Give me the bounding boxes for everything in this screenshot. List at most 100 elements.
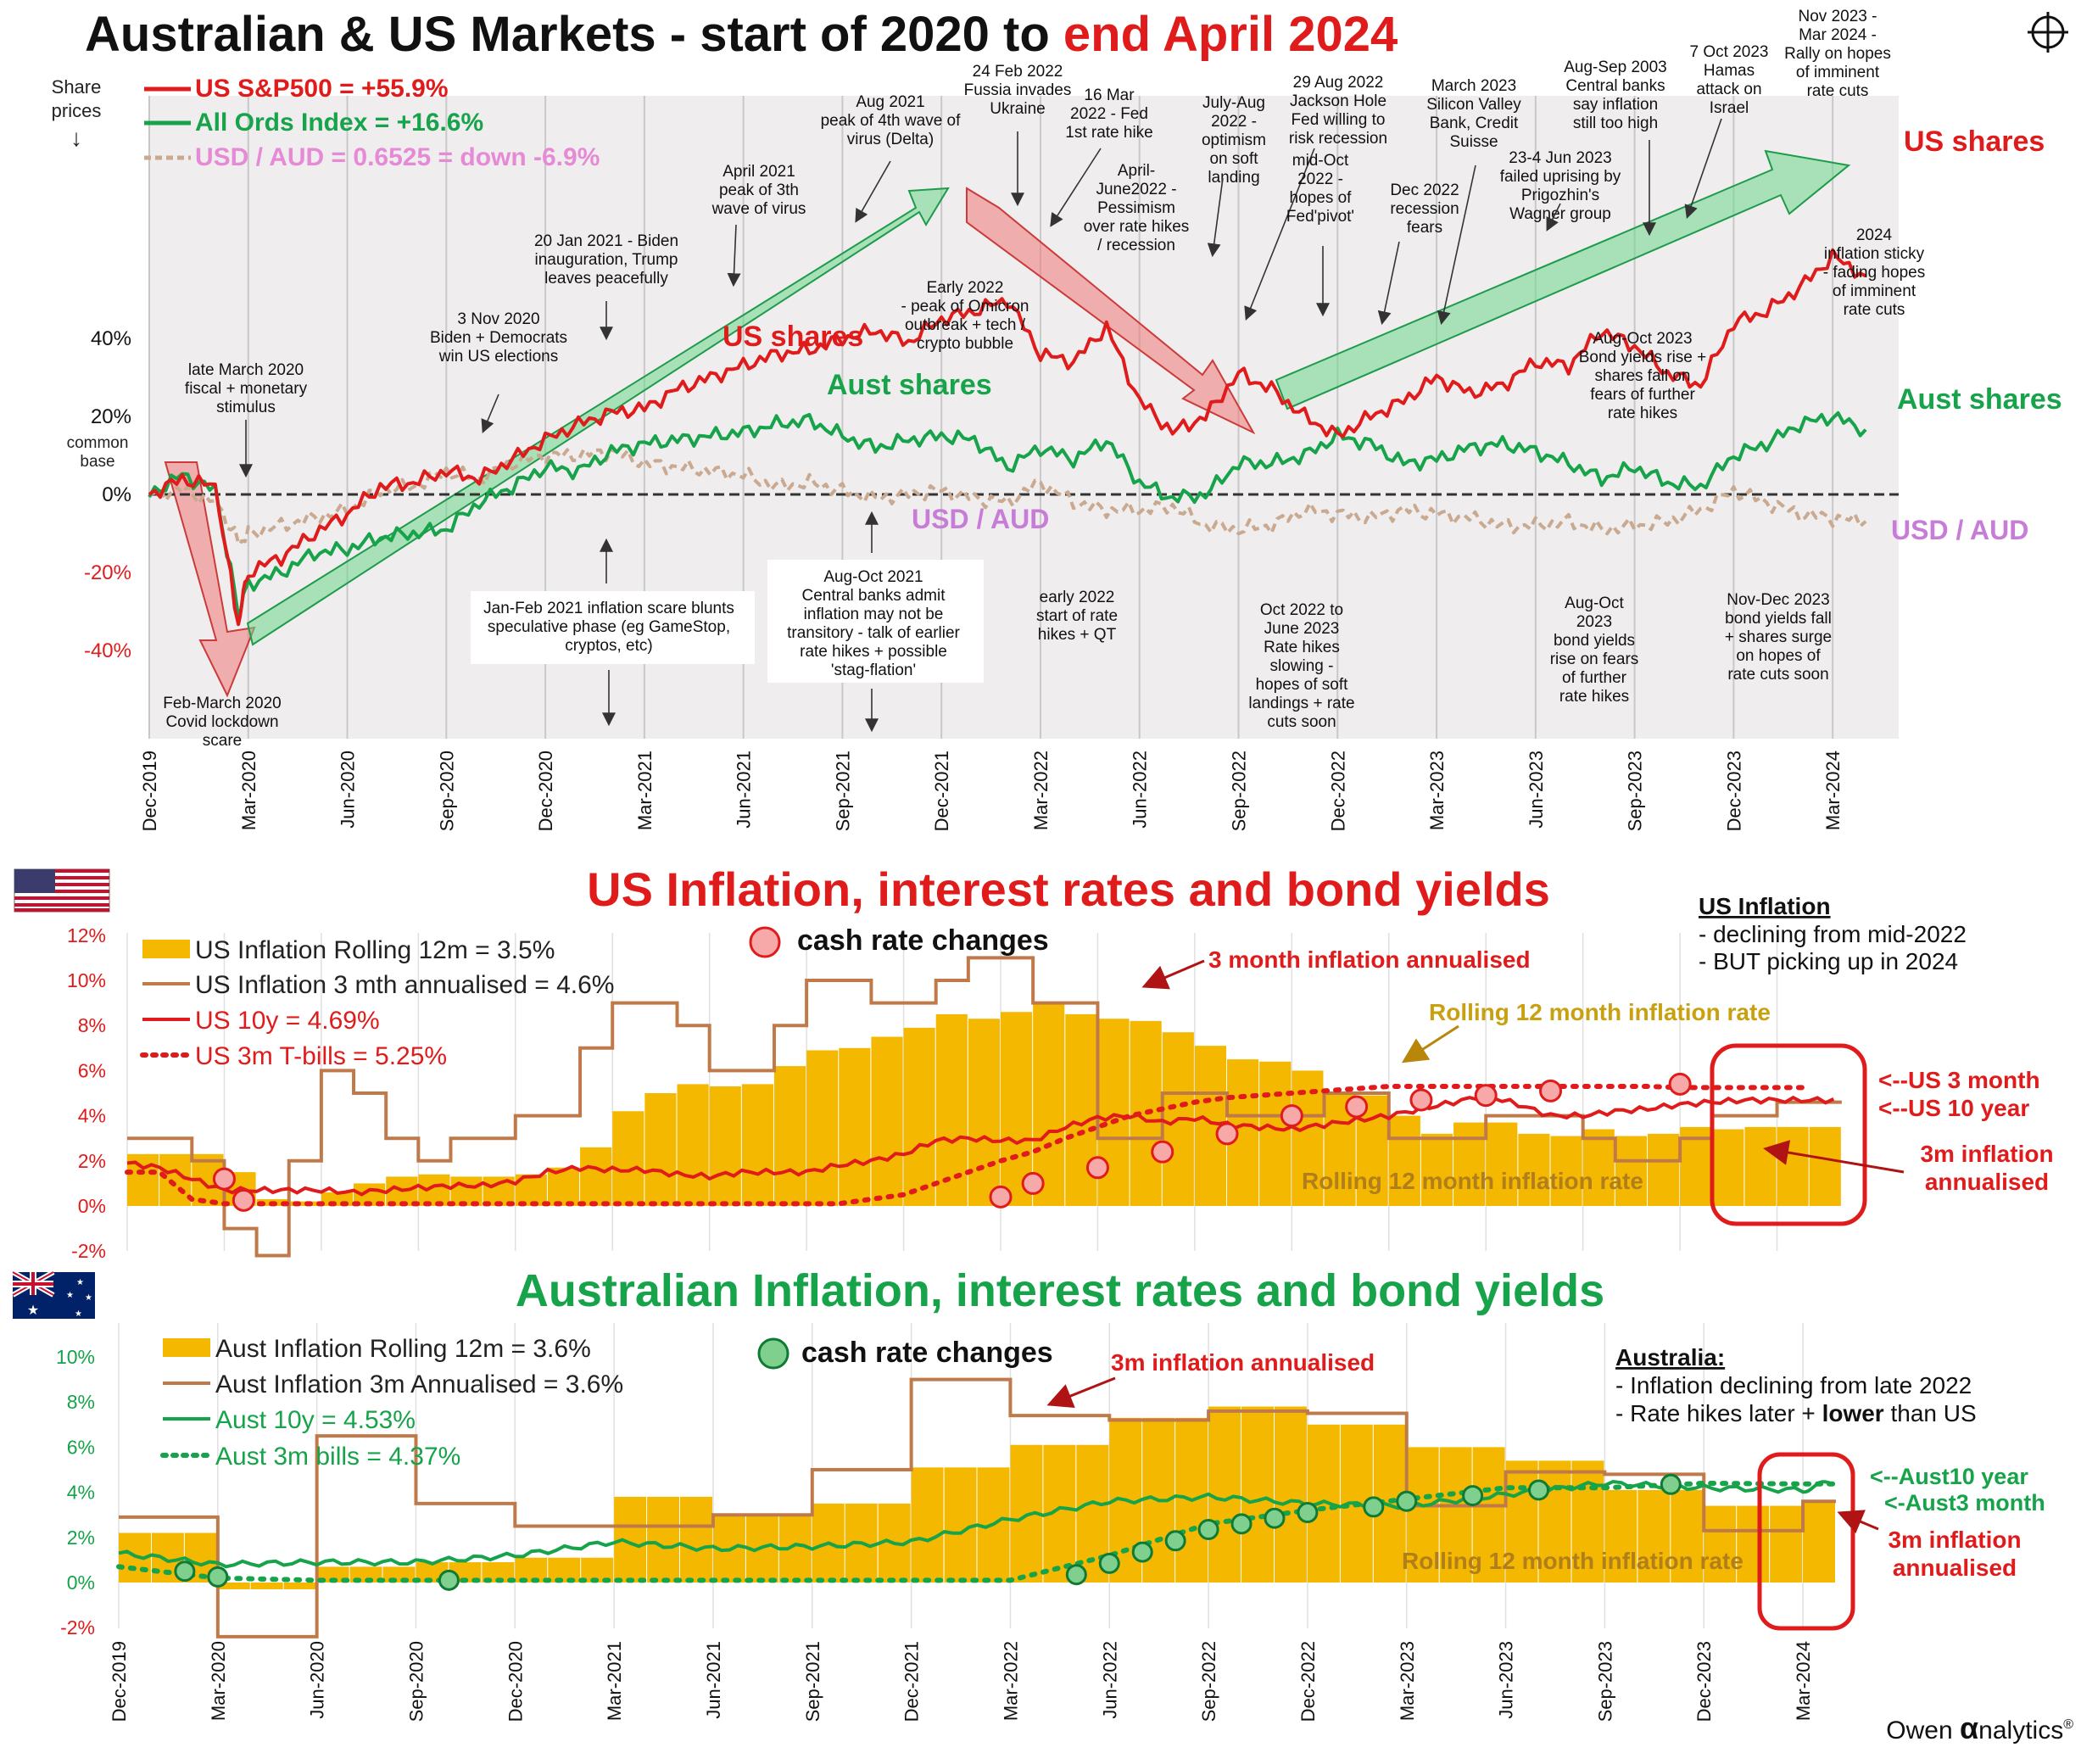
top-annotation-text: Wagner group	[1509, 205, 1611, 223]
top-annotation-text: inflation sticky	[1824, 245, 1925, 263]
top-annotation-text: 3 Nov 2020	[457, 310, 539, 328]
top-annotation-text: Aug-Oct 2021	[823, 568, 923, 586]
top-annotation-text: rate cuts soon	[1727, 666, 1828, 684]
au-inflation-bar	[217, 1583, 250, 1589]
au-cash-rate-marker	[1528, 1479, 1550, 1501]
us-cash-rate-marker	[1345, 1095, 1369, 1119]
us-inflation-bar	[709, 1086, 741, 1206]
top-y-tick-label: 0%	[102, 483, 131, 506]
us-cash-rate-marker	[1668, 1072, 1692, 1096]
au-cash-rate-marker	[1462, 1485, 1484, 1507]
us-inflation-bar	[547, 1167, 580, 1206]
au-3m-annualised-line	[119, 1377, 1836, 1638]
us-highlight-box	[1710, 1043, 1867, 1226]
top-annotation-text: slowing -	[1270, 657, 1334, 675]
top-annotation-text: Pessimism	[1097, 199, 1175, 217]
us-inflation-bar	[1033, 1002, 1065, 1206]
au-cash-rate-marker	[174, 1560, 196, 1583]
top-annotation-text: / recession	[1097, 237, 1175, 254]
top-annotation-text: speculative phase (eg GameStop,	[488, 618, 730, 636]
top-x-tick-label: Mar-2024	[1822, 751, 1844, 830]
top-annotation-text: fears of further	[1590, 386, 1695, 404]
top-annotation-text: over rate hikes	[1084, 218, 1190, 236]
top-annotation-text: attack on	[1696, 81, 1761, 98]
top-annotation-text: July-Aug	[1202, 94, 1265, 112]
au-inflation-bar	[1737, 1505, 1770, 1583]
au-legend-rolling: Aust Inflation Rolling 12m = 3.6%	[215, 1335, 591, 1363]
common-base-label-2: base	[80, 453, 114, 471]
au-x-tick-label: Mar-2020	[208, 1641, 229, 1721]
top-annotation-arrow	[1437, 165, 1476, 326]
top-annotation-text: scare	[203, 732, 242, 750]
top-x-tick-label: Jun-2021	[734, 751, 755, 829]
au-y-tick-label: 0%	[67, 1571, 95, 1594]
top-annotation-text: 2024	[1856, 226, 1893, 244]
au-inflation-bar	[482, 1562, 515, 1583]
us-callout-3month: <--US 3 month	[1878, 1067, 2040, 1093]
au-cash-rate-marker	[1131, 1541, 1153, 1563]
top-x-tick-label: Dec-2022	[1327, 751, 1348, 831]
top-annotation-text: start of rate	[1036, 607, 1118, 625]
us-callout-3m-infl-1: 3m inflation	[1920, 1141, 2053, 1167]
au-cash-rate-marker	[1197, 1518, 1219, 1540]
au-x-tick-label: Mar-2022	[1000, 1641, 1021, 1721]
au-x-tick-label: Mar-2024	[1793, 1641, 1814, 1721]
us-inflation-bar	[612, 1111, 644, 1206]
au-series-group	[116, 1377, 1838, 1638]
au-legend-3m: Aust Inflation 3m Annualised = 3.6%	[215, 1370, 623, 1398]
au-cash-rate-marker	[1396, 1490, 1418, 1512]
us-inflation-bar	[644, 1093, 677, 1206]
top-annotation-text: Fed willing to	[1292, 111, 1386, 129]
us-shares-label-right: US shares	[1904, 126, 2045, 158]
us-inflation-bar	[1001, 1012, 1033, 1206]
top-x-tick-label: Mar-2023	[1426, 751, 1448, 830]
top-annotation-text: 24 Feb 2022	[973, 63, 1063, 81]
top-annotation-text: Bond yields rise +	[1579, 349, 1707, 366]
us-inflation-bar	[1744, 1126, 1777, 1206]
us-cash-rate-marker	[1474, 1084, 1498, 1108]
au-cash-rate-marker	[1065, 1564, 1087, 1586]
top-annotation-text: 7 Oct 2023	[1690, 43, 1769, 61]
us-callout-3m-infl-2: annualised	[1925, 1169, 2049, 1195]
legend-usdaud: USD / AUD = 0.6525 = down -6.9%	[195, 143, 600, 171]
au-callout-rolling: Rolling 12 month inflation rate	[1402, 1548, 1743, 1574]
y-axis-arrow: ↓	[70, 125, 82, 151]
au-x-tick-label: Sep-2023	[1594, 1641, 1615, 1722]
top-x-tick-label: Dec-2023	[1723, 751, 1744, 831]
top-annotation-text: rate cuts	[1807, 82, 1869, 100]
us-flag-icon	[14, 868, 110, 913]
au-panel-title: Australian Inflation, interest rates and…	[516, 1265, 1604, 1316]
top-annotation-text: mid-Oct	[1292, 152, 1349, 170]
top-annotation-box	[471, 591, 755, 664]
top-annotation-text: 2022 -	[1211, 113, 1257, 131]
top-annotation-text: Ukraine	[990, 100, 1045, 118]
au-callout-3m-infl-2: annualised	[1893, 1555, 2017, 1581]
us-y-tick-label: 4%	[78, 1105, 106, 1127]
top-series-line	[148, 447, 1867, 546]
top-annotation-text: failed uprising by	[1500, 168, 1621, 186]
au-bills-line	[116, 1480, 1838, 1583]
us-callout-3m-arrow	[1141, 959, 1205, 990]
top-annotation-text: 2022 -	[1297, 170, 1343, 188]
us-inflation-bar	[806, 1050, 839, 1206]
top-annotation-text: rate hikes + possible	[800, 643, 947, 661]
top-annotation-text: 'stag-flation'	[831, 662, 916, 679]
au-callout-3month: <-Aust3 month	[1884, 1490, 2045, 1516]
us-inflation-bar	[1453, 1122, 1486, 1206]
us-10y-line	[126, 1091, 1835, 1197]
top-annotation-text: 16 Mar	[1084, 87, 1135, 104]
us-y-tick-label: 12%	[67, 924, 106, 946]
us-inflation-bar	[580, 1147, 612, 1206]
usdaud-label-mid: USD / AUD	[912, 504, 1049, 534]
au-y-tick-label: 4%	[67, 1482, 95, 1504]
us-cash-rate-marker	[989, 1185, 1013, 1209]
top-y-tick-label: 20%	[91, 405, 131, 428]
top-annotation-text: of imminent	[1833, 282, 1916, 300]
us-legend-10y: US 10y = 4.69%	[195, 1007, 380, 1035]
us-tbills-line	[125, 1084, 1812, 1207]
au-inflation-bar	[647, 1496, 680, 1583]
y-axis-label-2: prices	[52, 100, 102, 121]
top-annotation-text: Rally on hopes	[1784, 45, 1891, 63]
au-callout-3m-infl-1: 3m inflation	[1888, 1527, 2021, 1553]
au-y-tick-label: -2%	[60, 1616, 95, 1638]
